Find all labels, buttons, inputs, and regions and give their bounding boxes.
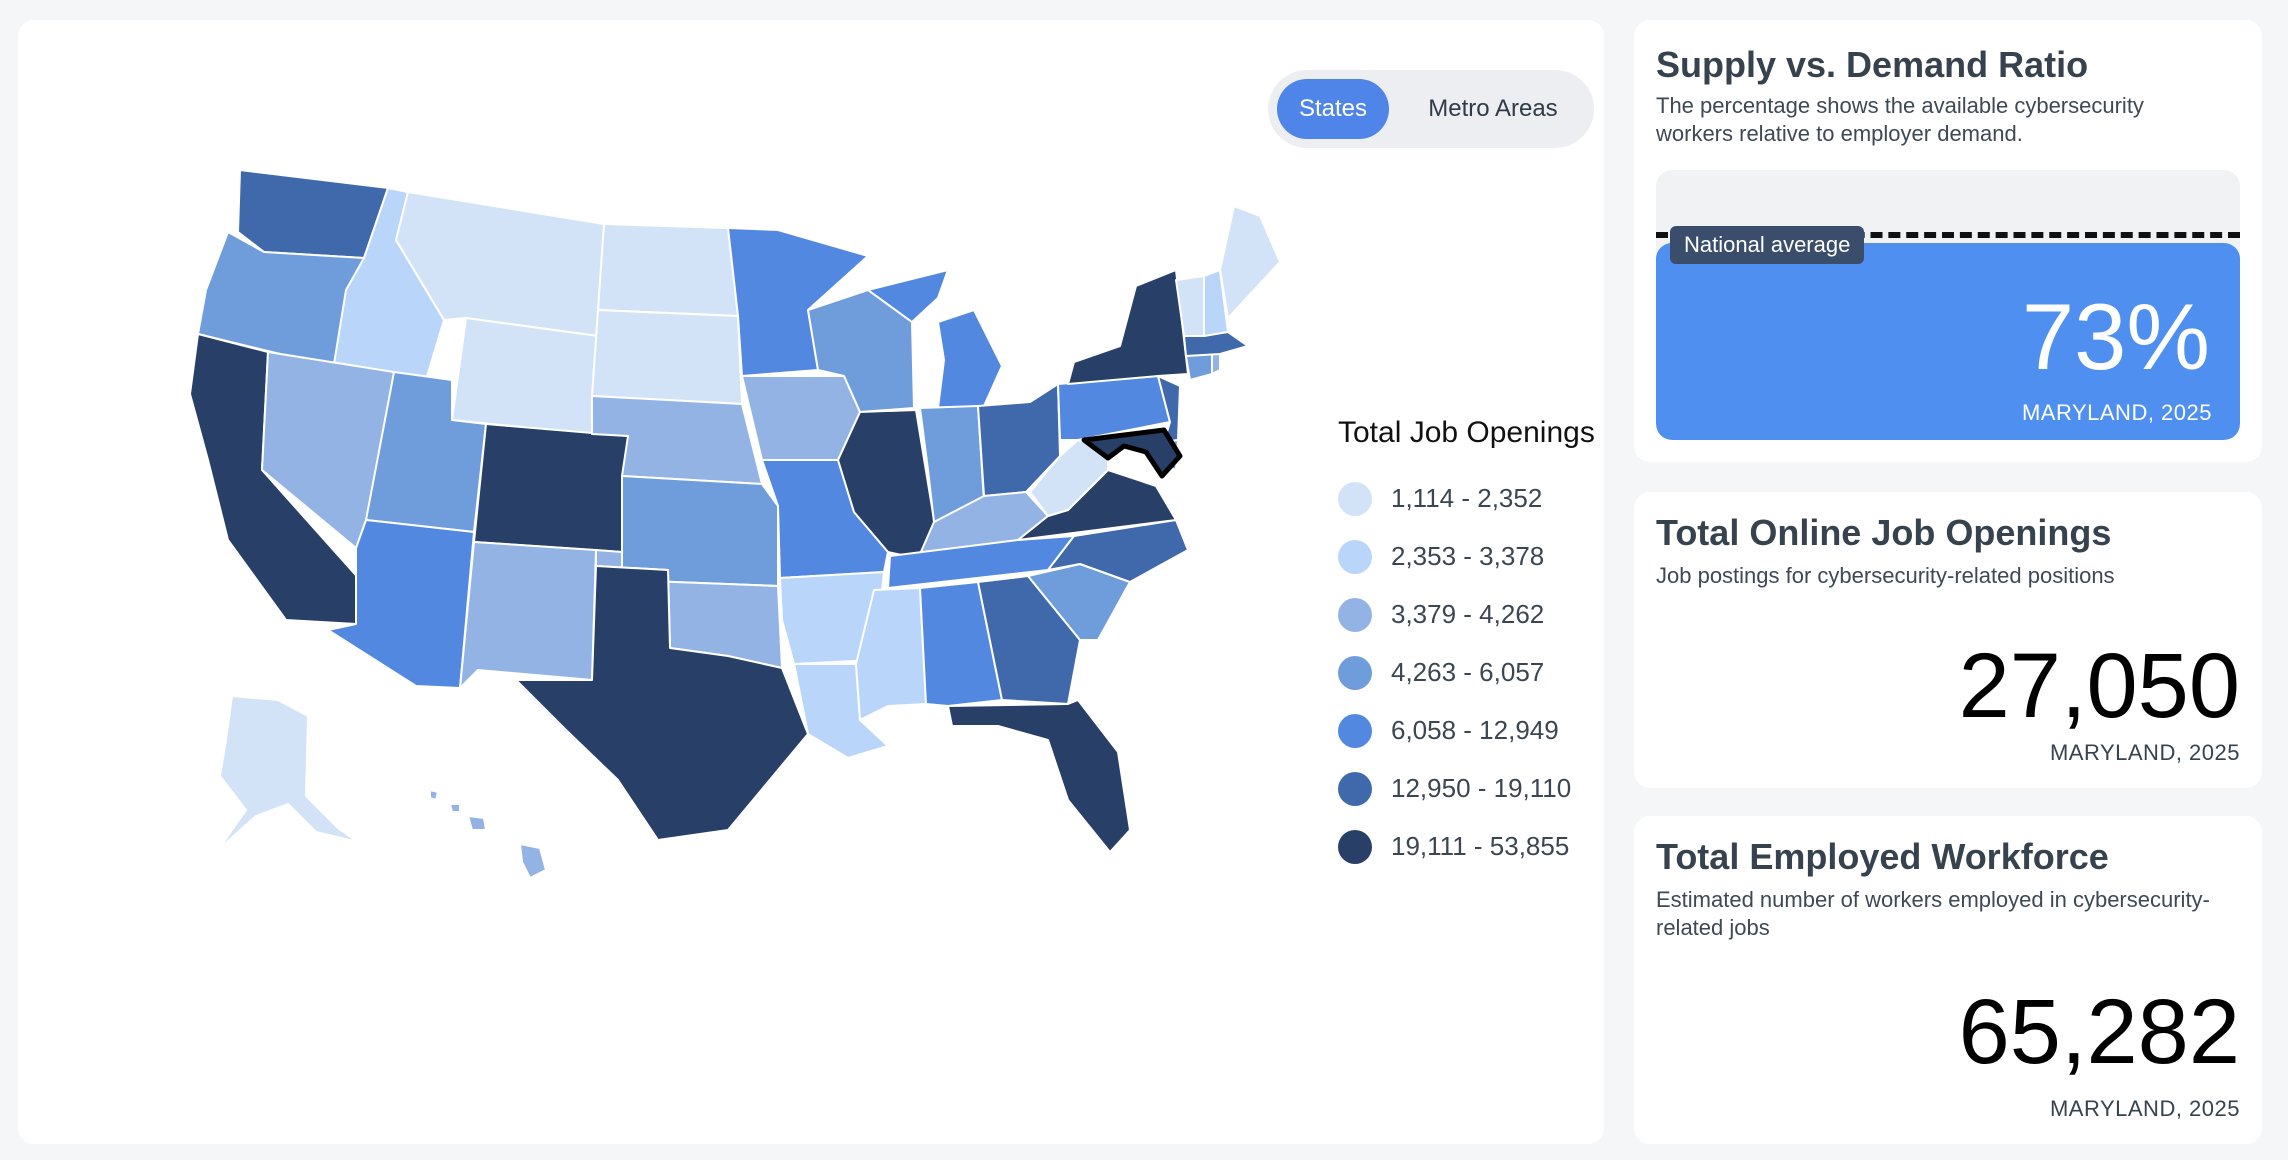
national-average-label: National average	[1670, 226, 1865, 264]
state-wa[interactable]: Washington	[237, 169, 389, 259]
card-title: Total Employed Workforce	[1656, 836, 2109, 877]
state-nc[interactable]: North Carolina	[1047, 519, 1189, 583]
national-average-line	[1656, 232, 2240, 238]
card-description: The percentage shows the available cyber…	[1656, 93, 2144, 146]
state-ct[interactable]: Connecticut	[1185, 353, 1213, 381]
legend-item-label: 2,353 - 3,378	[1391, 541, 1545, 571]
legend-item-label: 6,058 - 12,949	[1391, 715, 1559, 745]
view-toggle: States Metro Areas	[1268, 70, 1594, 148]
legend-item: 12,950 - 19,110	[1338, 740, 1598, 806]
state-ar[interactable]: Arkansas	[779, 571, 885, 665]
legend-swatch	[1338, 482, 1372, 516]
legend-item-label: 4,263 - 6,057	[1391, 657, 1545, 687]
legend-swatch	[1338, 540, 1372, 574]
state-ia[interactable]: Iowa	[741, 375, 861, 461]
ratio-gauge: National average 73% MARYLAND, 2025	[1656, 170, 2240, 440]
toggle-states-button[interactable]: States	[1277, 79, 1389, 139]
state-wy[interactable]: Wyoming	[451, 317, 599, 435]
state-ny[interactable]: New York	[1067, 269, 1189, 385]
legend-swatch	[1338, 714, 1372, 748]
toggle-metro-areas-button[interactable]: Metro Areas	[1428, 95, 1558, 122]
map-legend: Total Job Openings 1,114 - 2,352 2,353 -…	[1338, 416, 1598, 864]
workforce-subtitle: MARYLAND, 2025	[2049, 1096, 2240, 1121]
legend-item: 6,058 - 12,949	[1338, 682, 1598, 748]
legend-swatch	[1338, 598, 1372, 632]
state-co[interactable]: Colorado	[473, 423, 629, 553]
legend-item-label: 19,111 - 53,855	[1391, 831, 1570, 861]
state-md[interactable]: Maryland	[1081, 427, 1183, 479]
state-ri[interactable]: Rhode Island	[1211, 353, 1221, 375]
card-title: Supply vs. Demand Ratio	[1656, 44, 2089, 85]
state-ak[interactable]: Alaska	[217, 695, 359, 851]
workforce-card: Total Employed Workforce Estimated numbe…	[1634, 816, 2262, 1144]
state-ga[interactable]: Georgia	[977, 575, 1081, 705]
legend-item-label: 1,114 - 2,352	[1391, 483, 1543, 513]
us-choropleth-map: Washington Oregon California Idaho Nevad…	[189, 169, 1281, 879]
map-panel: States Metro Areas Washington Oregon Cal…	[18, 20, 1604, 1144]
job-openings-subtitle: MARYLAND, 2025	[2049, 740, 2240, 765]
card-description: Job postings for cybersecurity-related p…	[1656, 563, 2115, 588]
job-openings-value: 27,050	[1958, 635, 2240, 737]
job-openings-card: Total Online Job Openings Job postings f…	[1634, 492, 2262, 788]
state-fl[interactable]: Florida	[947, 699, 1131, 853]
state-nm[interactable]: New Mexico	[459, 541, 597, 689]
state-nd[interactable]: North Dakota	[597, 223, 739, 317]
legend-swatch	[1338, 772, 1372, 806]
workforce-value: 65,282	[1958, 981, 2240, 1083]
state-tx[interactable]: Texas	[515, 565, 809, 841]
ratio-value: 73%	[2021, 284, 2210, 389]
legend-title: Total Job Openings	[1338, 416, 1595, 449]
legend-item: 2,353 - 3,378	[1338, 508, 1598, 574]
state-sd[interactable]: South Dakota	[591, 309, 743, 405]
legend-item: 1,114 - 2,352	[1338, 450, 1598, 516]
card-description: Estimated number of workers employed in …	[1656, 887, 2210, 940]
card-title: Total Online Job Openings	[1656, 512, 2112, 553]
ratio-fill-bar	[1656, 243, 2240, 440]
legend-swatch	[1338, 830, 1372, 864]
ratio-subtitle: MARYLAND, 2025	[2021, 400, 2212, 425]
state-al[interactable]: Alabama	[919, 581, 1003, 707]
legend-item: 4,263 - 6,057	[1338, 624, 1598, 690]
state-me[interactable]: Maine	[1219, 205, 1281, 319]
legend-item: 19,111 - 53,855	[1338, 798, 1598, 864]
legend-item: 3,379 - 4,262	[1338, 566, 1598, 632]
state-hi[interactable]: Hawaii	[429, 789, 547, 879]
legend-swatch	[1338, 656, 1372, 690]
legend-item-label: 3,379 - 4,262	[1391, 599, 1545, 629]
legend-item-label: 12,950 - 19,110	[1391, 773, 1572, 803]
supply-demand-card: Supply vs. Demand Ratio The percentage s…	[1634, 20, 2262, 462]
